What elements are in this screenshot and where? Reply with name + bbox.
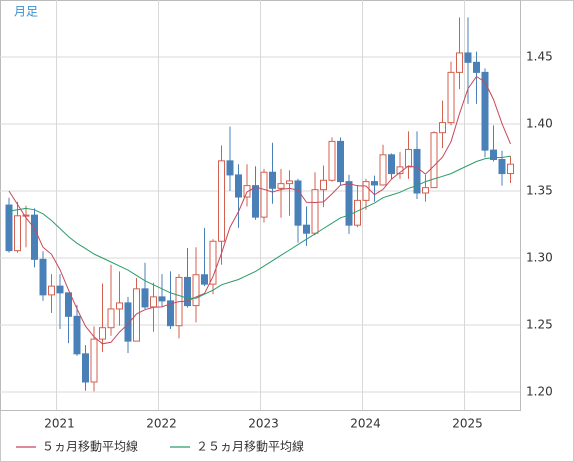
candle-body xyxy=(73,315,81,355)
candle-body xyxy=(379,154,387,186)
x-tick-label: 2023 xyxy=(248,417,279,431)
candle-body xyxy=(39,258,47,296)
candle-body xyxy=(388,154,395,175)
candle-body xyxy=(65,292,72,317)
candle-body xyxy=(90,338,98,383)
candle-body xyxy=(56,285,64,294)
candle-body xyxy=(430,132,438,189)
candle-body xyxy=(481,71,489,151)
candle-body xyxy=(99,327,106,340)
x-tick-label: 2025 xyxy=(452,417,483,431)
x-tick-label: 2024 xyxy=(350,417,381,431)
y-tick-label: 1.40 xyxy=(526,116,553,130)
candle-body xyxy=(235,174,242,198)
x-tick-label: 2021 xyxy=(44,417,75,431)
candle-body xyxy=(192,274,200,307)
legend-label: ５ヵ月移動平均線 xyxy=(42,439,138,454)
candle-body xyxy=(167,300,174,327)
candle-body xyxy=(48,285,55,296)
candle-body xyxy=(320,179,327,191)
y-tick-label: 1.20 xyxy=(526,385,553,399)
moving-average-line xyxy=(8,75,511,345)
candle-body xyxy=(371,181,378,186)
candle-body xyxy=(311,189,319,234)
candle-body xyxy=(82,353,89,383)
candle-body xyxy=(201,274,208,285)
candle-body xyxy=(456,52,463,73)
candle-body xyxy=(5,204,13,252)
candle-body xyxy=(328,140,336,181)
candle-body xyxy=(116,302,123,310)
candle-body xyxy=(226,160,234,176)
y-tick-label: 1.35 xyxy=(526,183,553,197)
candle-body xyxy=(413,148,421,194)
candle-body xyxy=(294,180,302,226)
candle-body xyxy=(124,302,132,342)
candle-body xyxy=(354,199,361,226)
y-tick-label: 1.45 xyxy=(526,49,553,63)
candle-body xyxy=(473,61,480,73)
legend-label: ２５ヵ月移動平均線 xyxy=(196,439,304,454)
candle-body xyxy=(269,171,276,189)
candle-body xyxy=(252,185,259,218)
x-tick-label: 2022 xyxy=(146,417,177,431)
candle-body xyxy=(277,183,285,189)
candle-body xyxy=(22,214,30,217)
candle-body xyxy=(345,181,353,226)
candle-body xyxy=(507,163,514,175)
candle-body xyxy=(150,296,157,308)
candle-body xyxy=(218,160,225,242)
y-tick-label: 1.25 xyxy=(526,318,553,332)
candle-body xyxy=(260,171,268,218)
candle-body xyxy=(490,149,497,160)
candle-body xyxy=(422,187,429,194)
candle-body xyxy=(447,71,455,124)
candle-body xyxy=(31,214,38,260)
candle-body xyxy=(303,224,310,234)
candle-body xyxy=(439,122,446,134)
candle-body xyxy=(107,308,115,329)
candle-body xyxy=(14,215,21,252)
candle-body xyxy=(133,288,140,342)
candle-body xyxy=(158,296,166,302)
candle-body xyxy=(464,52,472,63)
candle-body xyxy=(141,288,149,308)
y-tick-label: 1.30 xyxy=(526,251,553,265)
candle-body xyxy=(498,158,506,175)
moving-average-line xyxy=(8,155,511,299)
chart-title: 月足 xyxy=(14,5,38,19)
candle-body xyxy=(337,140,344,183)
candle-body xyxy=(209,240,217,285)
candle-body xyxy=(184,276,191,307)
candle-body xyxy=(405,148,412,168)
candle-body xyxy=(362,181,370,201)
candle-body xyxy=(286,180,293,185)
